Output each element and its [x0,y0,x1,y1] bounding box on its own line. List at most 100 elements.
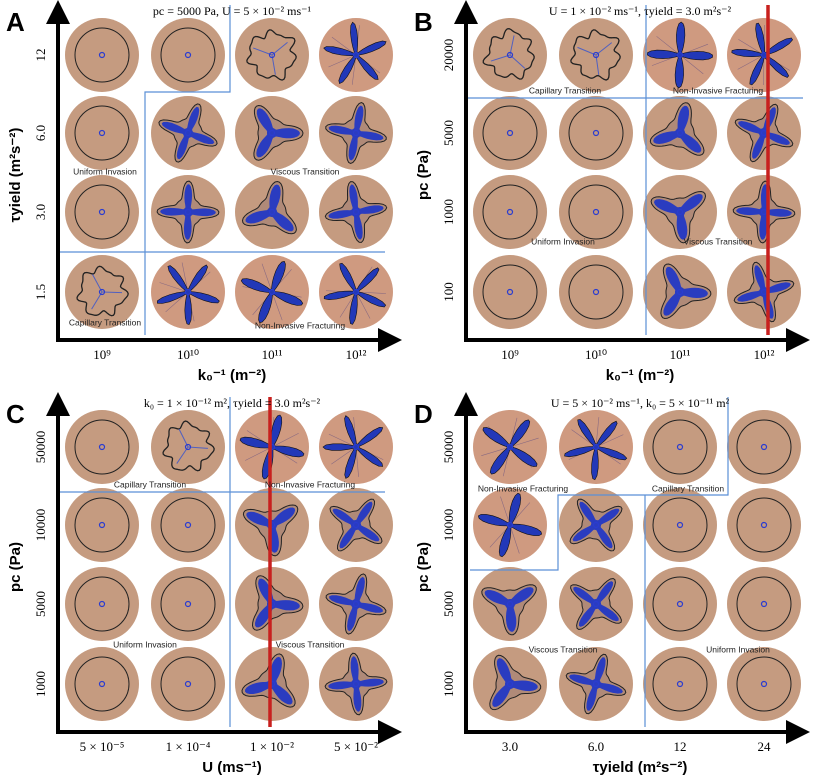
front [736,497,792,553]
sample-disk [235,567,309,641]
sample-disk [151,567,225,641]
front [160,497,216,553]
x-tick-label: 24 [758,739,772,754]
disk [473,175,547,249]
finger [187,446,208,449]
y-axis-label: pc (Pa) [7,542,24,592]
crack [737,54,765,70]
x-tick-label: 5 × 10⁻⁵ [80,739,125,754]
x-tick-label: 10¹² [754,347,775,362]
y-tick-label: 1000 [441,671,456,697]
injection-point [760,521,768,529]
sample-disk [319,96,393,170]
injection-point [760,680,768,688]
sample-disk [65,567,139,641]
crack [500,496,511,526]
injection-point [676,521,684,529]
sample-disk [727,96,801,170]
front [482,264,538,320]
finger [653,105,702,153]
injection-point [184,443,192,451]
sample-disk [65,18,139,92]
crack [679,54,704,75]
finger [92,274,103,293]
panel: Capillary Transition Non-Invasive Fractur… [414,0,810,384]
injection-point [506,600,514,608]
region-label: Non-Invasive Fracturing [265,479,356,489]
injection-point [506,521,514,529]
finger [160,184,216,240]
sample-disk [151,18,225,92]
finger [654,194,703,240]
finger [577,46,597,56]
front [652,497,708,553]
disk [643,647,717,721]
finger [595,54,600,75]
sample-disk [559,410,633,484]
disk [65,410,139,484]
sample-disk [65,488,139,562]
crack [355,291,371,319]
injection-point [184,600,192,608]
finger [328,184,384,240]
y-axis-label: pc (Pa) [415,542,432,592]
sample-disk [65,96,139,170]
crack [595,417,600,448]
crack [328,54,357,68]
panel-letter: C [6,399,25,429]
sample-disk [473,410,547,484]
finger [329,576,383,632]
front [162,420,215,472]
finger [328,656,384,712]
region-label: Uniform Invasion [531,236,595,246]
y-tick-label: 10000 [441,509,456,542]
x-axis-label: τyield (m²s⁻²) [593,759,688,776]
front [74,184,130,240]
injection-point [268,208,276,216]
injection-point [592,521,600,529]
front [736,576,792,632]
front [74,576,130,632]
y-tick-label: 1000 [441,199,456,225]
sample-disk [473,175,547,249]
injection-point [98,600,106,608]
y-axis-label: pc (Pa) [415,150,432,200]
sample-disk [727,567,801,641]
disk [473,255,547,329]
crack [656,36,681,56]
injection-point [352,288,360,296]
panel-title: U = 1 × 10⁻² ms⁻¹, τyield = 3.0 m²s⁻² [549,4,732,18]
finger [738,107,790,159]
y-tick-label: 6.0 [33,125,48,141]
crack [331,446,357,465]
region-label: Non-Invasive Fracturing [255,320,346,330]
sample-disk [151,410,225,484]
finger [569,657,623,711]
disk [643,410,717,484]
disk [65,175,139,249]
sample-disk [643,567,717,641]
crack [181,262,189,293]
front [76,265,129,317]
crack [595,434,624,448]
crack [245,446,273,461]
sample-disk [643,488,717,562]
crack [481,446,511,456]
injection-point [352,129,360,137]
y-tick-label: 100 [441,282,456,302]
finger [253,47,273,56]
disk [727,647,801,721]
finger [332,501,380,549]
panel-letter: A [6,7,25,37]
injection-point [592,129,600,137]
x-tick-label: 3.0 [502,739,518,754]
front [652,656,708,712]
front [652,576,708,632]
injection-point [506,680,514,688]
injection-point [184,208,192,216]
sample-disk [727,18,801,92]
injection-point [676,129,684,137]
sample-disk [235,96,309,170]
injection-point [98,443,106,451]
